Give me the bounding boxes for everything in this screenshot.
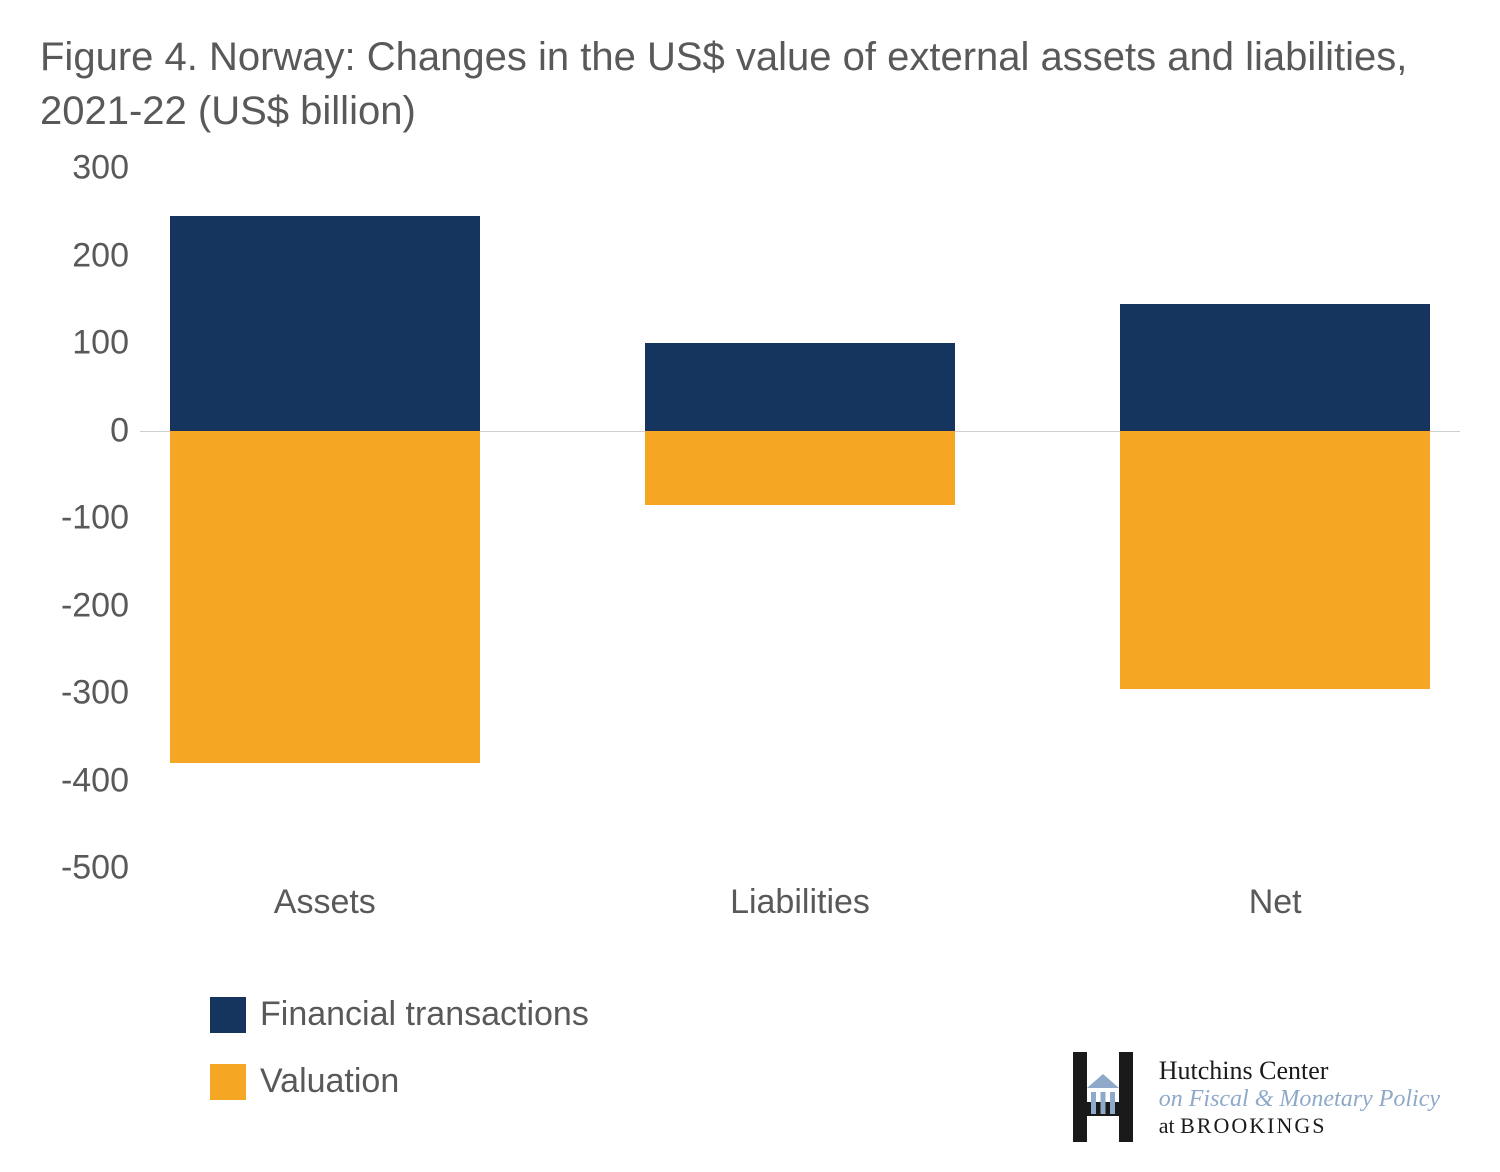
bar-segment [645, 343, 955, 431]
legend-item: Valuation [210, 1062, 589, 1101]
logo-line-2: on Fiscal & Monetary Policy [1159, 1086, 1440, 1113]
bar-segment [1120, 304, 1430, 431]
plot-area [140, 168, 1460, 868]
x-axis: Assets Liabilities Net [140, 883, 1460, 933]
figure-container: Figure 4. Norway: Changes in the US$ val… [0, 0, 1500, 1172]
bar-segment [645, 431, 955, 505]
logo-brand: BROOKINGS [1180, 1113, 1326, 1138]
logo-line-3: at BROOKINGS [1159, 1113, 1440, 1139]
hutchins-logo-icon [1067, 1052, 1139, 1142]
legend: Financial transactions Valuation [210, 995, 589, 1129]
legend-swatch [210, 1064, 246, 1100]
logo-text: Hutchins Center on Fiscal & Monetary Pol… [1159, 1056, 1440, 1139]
bar-segment [170, 431, 480, 764]
y-tick-label: 300 [72, 149, 129, 188]
legend-swatch [210, 997, 246, 1033]
y-tick-label: 0 [110, 411, 129, 450]
logo-at: at [1159, 1113, 1180, 1138]
bar-segment [170, 216, 480, 430]
bar-group [645, 168, 955, 868]
bar-segment [1120, 431, 1430, 689]
y-tick-label: 100 [72, 324, 129, 363]
x-tick-label: Liabilities [645, 883, 955, 922]
bar-group [1120, 168, 1430, 868]
figure-title: Figure 4. Norway: Changes in the US$ val… [40, 30, 1460, 138]
legend-label: Valuation [260, 1062, 399, 1101]
y-tick-label: -500 [61, 849, 129, 888]
x-tick-label: Assets [170, 883, 480, 922]
y-tick-label: -200 [61, 586, 129, 625]
y-tick-label: -100 [61, 499, 129, 538]
bar-group [170, 168, 480, 868]
brookings-logo: Hutchins Center on Fiscal & Monetary Pol… [1067, 1052, 1440, 1142]
y-tick-label: -300 [61, 674, 129, 713]
y-tick-label: 200 [72, 236, 129, 275]
y-tick-label: -400 [61, 761, 129, 800]
x-tick-label: Net [1120, 883, 1430, 922]
legend-item: Financial transactions [210, 995, 589, 1034]
chart-area: 3002001000-100-200-300-400-500 AssetsLia… [40, 168, 1460, 918]
legend-label: Financial transactions [260, 995, 589, 1034]
y-axis: 3002001000-100-200-300-400-500 [40, 168, 135, 868]
logo-line-1: Hutchins Center [1159, 1056, 1440, 1086]
